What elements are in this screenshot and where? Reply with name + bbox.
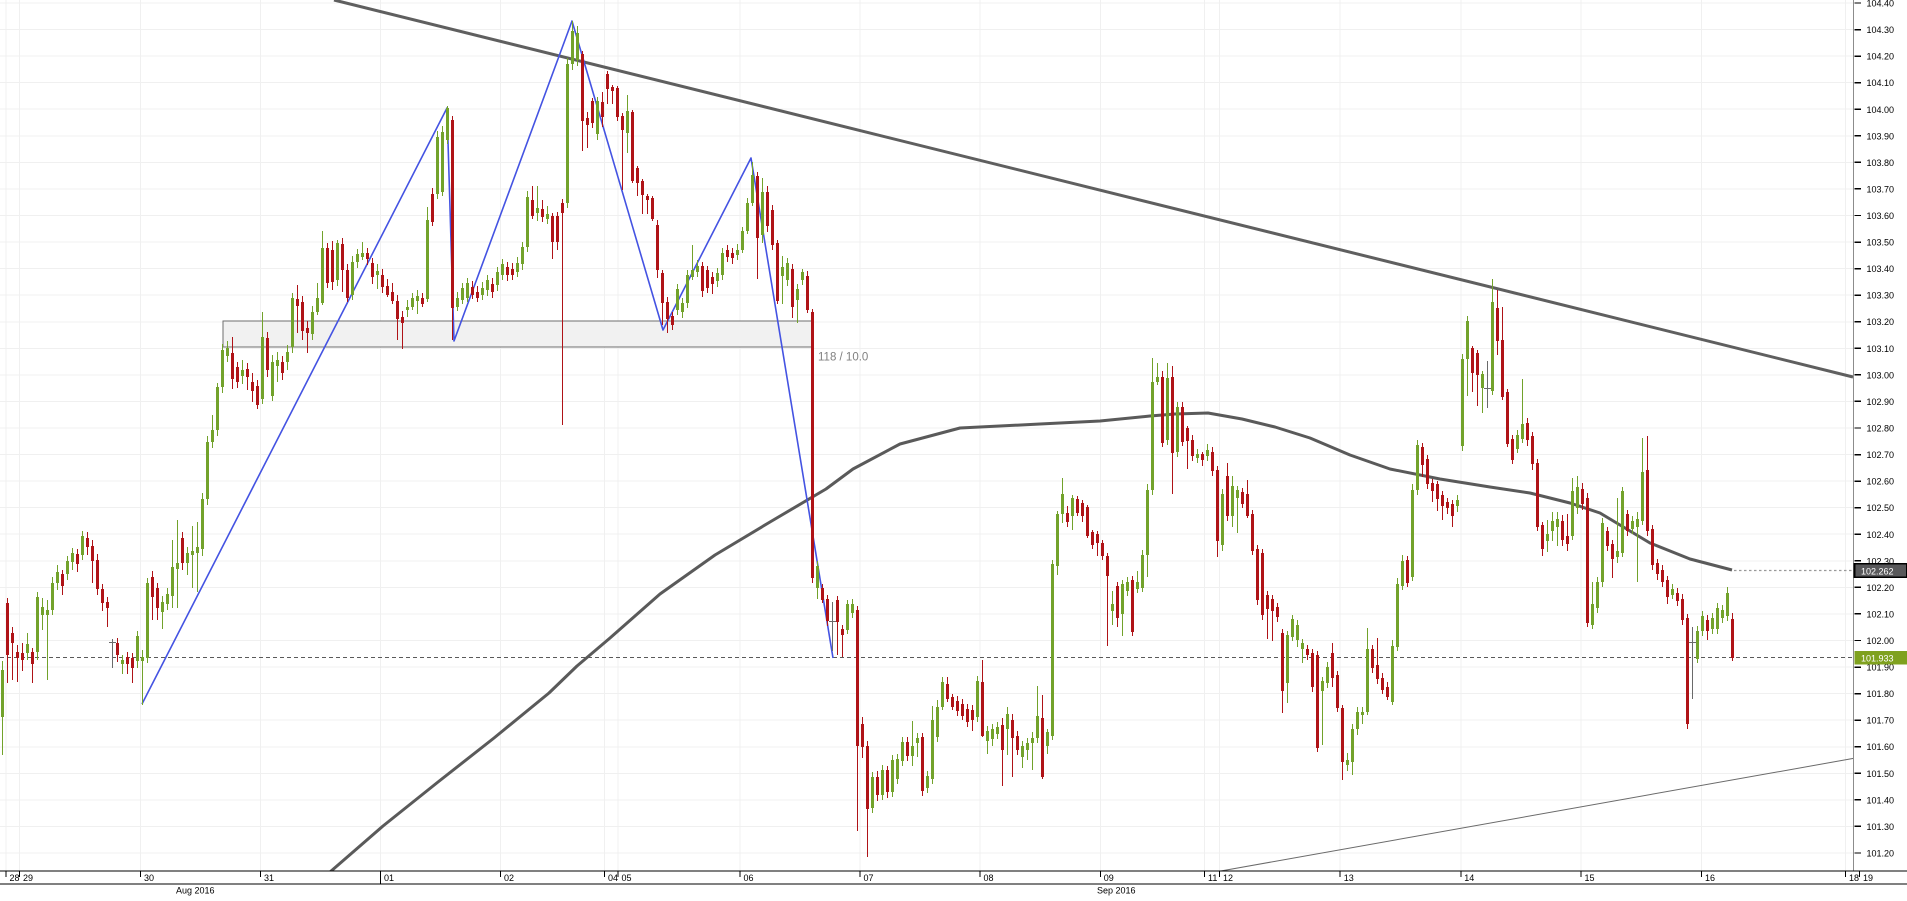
svg-text:102.00: 102.00 [1867, 636, 1895, 646]
svg-text:103.10: 103.10 [1867, 344, 1895, 354]
svg-text:14: 14 [1464, 873, 1474, 883]
svg-text:103.40: 103.40 [1867, 264, 1895, 274]
svg-text:104.20: 104.20 [1867, 52, 1895, 62]
svg-text:103.50: 103.50 [1867, 238, 1895, 248]
svg-text:118 / 10.0: 118 / 10.0 [818, 352, 868, 364]
svg-text:Aug 2016: Aug 2016 [176, 886, 215, 896]
svg-text:13: 13 [1344, 873, 1354, 883]
svg-text:102.70: 102.70 [1867, 450, 1895, 460]
svg-text:09: 09 [1104, 873, 1114, 883]
svg-text:04: 04 [608, 873, 618, 883]
svg-text:102.80: 102.80 [1867, 424, 1895, 434]
svg-text:08: 08 [984, 873, 994, 883]
svg-text:Sep 2016: Sep 2016 [1097, 886, 1136, 896]
svg-text:15: 15 [1585, 873, 1595, 883]
svg-text:16: 16 [1705, 873, 1715, 883]
svg-text:103.90: 103.90 [1867, 131, 1895, 141]
svg-text:101.30: 101.30 [1867, 822, 1895, 832]
svg-text:11: 11 [1208, 873, 1217, 883]
svg-text:101.20: 101.20 [1867, 849, 1895, 859]
svg-text:103.30: 103.30 [1867, 291, 1895, 301]
svg-text:102.262: 102.262 [1861, 566, 1894, 576]
svg-text:101.933: 101.933 [1861, 653, 1894, 663]
svg-text:101.70: 101.70 [1867, 716, 1895, 726]
svg-text:102.10: 102.10 [1867, 609, 1895, 619]
svg-text:104.30: 104.30 [1867, 25, 1895, 35]
svg-text:18: 18 [1849, 873, 1859, 883]
svg-text:104.10: 104.10 [1867, 78, 1895, 88]
svg-text:101.60: 101.60 [1867, 742, 1895, 752]
svg-text:102.50: 102.50 [1867, 503, 1895, 513]
svg-text:05: 05 [622, 873, 632, 883]
svg-text:104.40: 104.40 [1867, 0, 1895, 9]
svg-text:102.60: 102.60 [1867, 477, 1895, 487]
svg-text:101.40: 101.40 [1867, 795, 1895, 805]
svg-text:104.00: 104.00 [1867, 105, 1895, 115]
svg-text:31: 31 [264, 873, 274, 883]
svg-text:102.20: 102.20 [1867, 583, 1895, 593]
svg-text:02: 02 [504, 873, 514, 883]
svg-text:102.90: 102.90 [1867, 397, 1895, 407]
svg-text:101.50: 101.50 [1867, 769, 1895, 779]
svg-text:101.80: 101.80 [1867, 689, 1895, 699]
svg-text:07: 07 [864, 873, 874, 883]
svg-text:28: 28 [10, 873, 20, 883]
svg-text:12: 12 [1223, 873, 1233, 883]
svg-text:103.00: 103.00 [1867, 370, 1895, 380]
svg-text:102.40: 102.40 [1867, 530, 1895, 540]
svg-text:30: 30 [144, 873, 154, 883]
svg-text:103.20: 103.20 [1867, 317, 1895, 327]
svg-text:103.70: 103.70 [1867, 184, 1895, 194]
svg-text:01: 01 [384, 873, 394, 883]
svg-text:06: 06 [744, 873, 754, 883]
svg-text:103.80: 103.80 [1867, 158, 1895, 168]
svg-text:19: 19 [1863, 873, 1873, 883]
svg-text:103.60: 103.60 [1867, 211, 1895, 221]
svg-text:29: 29 [23, 873, 33, 883]
